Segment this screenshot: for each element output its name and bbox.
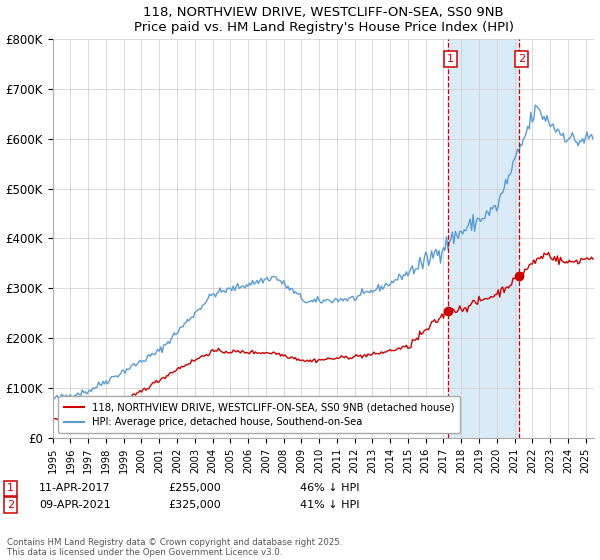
Bar xyxy=(448,39,520,438)
Text: Contains HM Land Registry data © Crown copyright and database right 2025.
This d: Contains HM Land Registry data © Crown c… xyxy=(7,538,343,557)
Text: 1: 1 xyxy=(447,54,454,64)
Text: 2: 2 xyxy=(518,54,525,64)
Text: 46% ↓ HPI: 46% ↓ HPI xyxy=(300,483,359,493)
Text: 09-APR-2021: 09-APR-2021 xyxy=(39,500,111,510)
Text: 2: 2 xyxy=(7,500,14,510)
Title: 118, NORTHVIEW DRIVE, WESTCLIFF-ON-SEA, SS0 9NB
Price paid vs. HM Land Registry': 118, NORTHVIEW DRIVE, WESTCLIFF-ON-SEA, … xyxy=(134,6,514,34)
Text: 1: 1 xyxy=(7,483,14,493)
Text: £325,000: £325,000 xyxy=(168,500,221,510)
Text: 41% ↓ HPI: 41% ↓ HPI xyxy=(300,500,359,510)
Text: 11-APR-2017: 11-APR-2017 xyxy=(39,483,110,493)
Text: £255,000: £255,000 xyxy=(168,483,221,493)
Legend: 118, NORTHVIEW DRIVE, WESTCLIFF-ON-SEA, SS0 9NB (detached house), HPI: Average p: 118, NORTHVIEW DRIVE, WESTCLIFF-ON-SEA, … xyxy=(58,396,460,433)
